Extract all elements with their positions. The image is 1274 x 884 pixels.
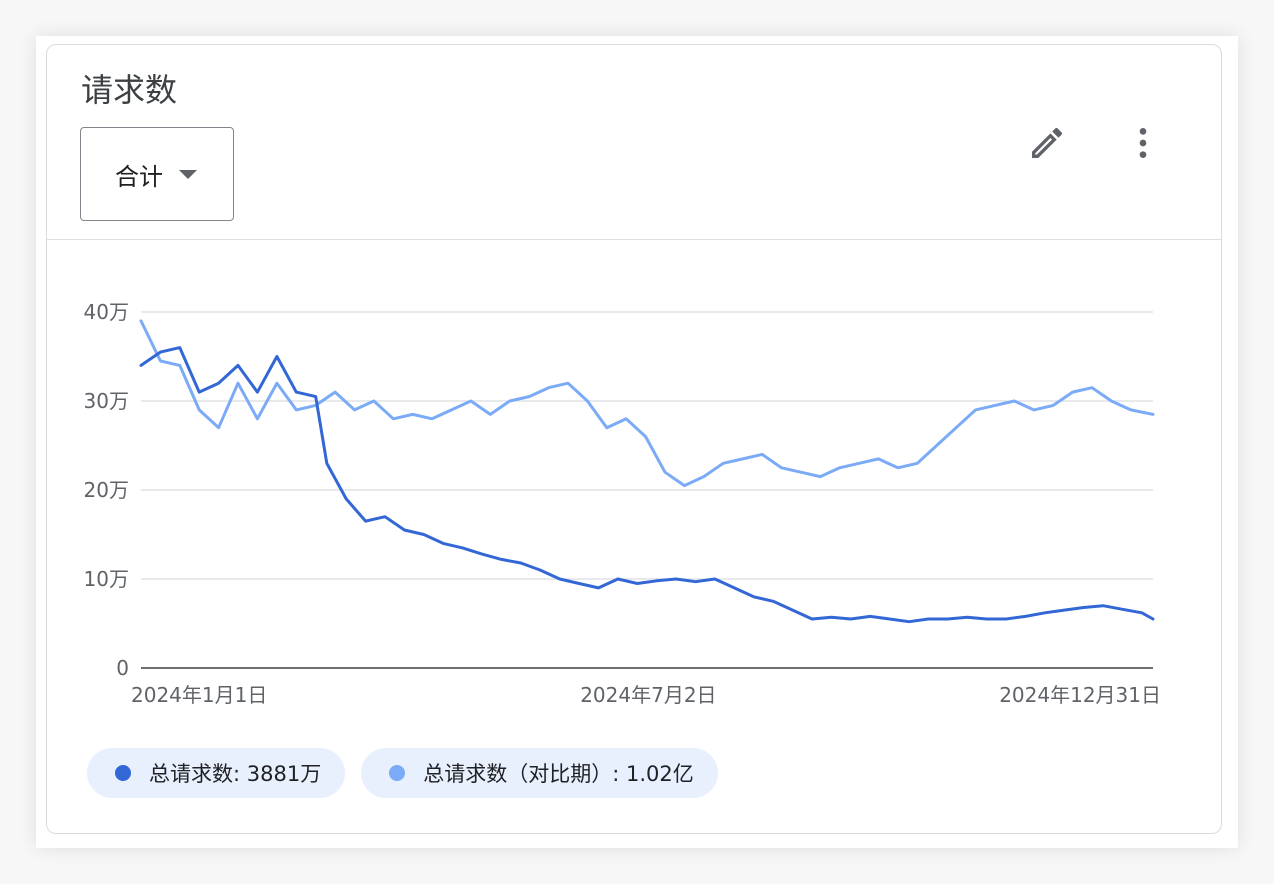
caret-down-icon: [179, 169, 197, 179]
y-tick-label: 30万: [84, 389, 129, 413]
more-vert-icon: [1139, 128, 1147, 158]
more-options-button[interactable]: [1119, 119, 1167, 167]
requests-card: 请求数 合计 0 10万 20万 30万 40万 2024年1月1日 2024年7月2日 20…: [46, 44, 1222, 834]
aggregation-dropdown[interactable]: 合计: [80, 127, 234, 221]
aggregation-label: 合计: [115, 162, 163, 191]
chart-legend: 总请求数: 3881万 总请求数（对比期）: 1.02亿: [87, 748, 718, 798]
pencil-icon: [1032, 127, 1063, 158]
y-tick-label: 20万: [84, 478, 129, 502]
header-divider: [47, 239, 1221, 240]
series-line-comparison: [139, 319, 1155, 488]
x-tick-label: 2024年12月31日: [999, 683, 1161, 707]
x-tick-label: 2024年7月2日: [580, 683, 716, 707]
legend-label-comparison: 总请求数（对比期）: 1.02亿: [423, 762, 694, 786]
legend-chip-current[interactable]: 总请求数: 3881万: [87, 748, 346, 798]
y-tick-label: 0: [116, 656, 129, 680]
legend-label-current: 总请求数: 3881万: [149, 762, 322, 786]
edit-button[interactable]: [1023, 119, 1071, 167]
y-tick-label: 10万: [84, 567, 129, 591]
requests-line-chart: 0 10万 20万 30万 40万 2024年1月1日 2024年7月2日 2024年12月3…: [84, 300, 1161, 707]
card-title: 请求数: [81, 71, 178, 109]
x-tick-label: 2024年1月1日: [131, 683, 267, 707]
legend-chip-comparison[interactable]: 总请求数（对比期）: 1.02亿: [361, 748, 718, 798]
y-tick-label: 40万: [84, 300, 129, 324]
series-color-dot: [115, 765, 131, 781]
series-line-current: [139, 346, 1155, 624]
series-color-dot: [389, 765, 406, 781]
